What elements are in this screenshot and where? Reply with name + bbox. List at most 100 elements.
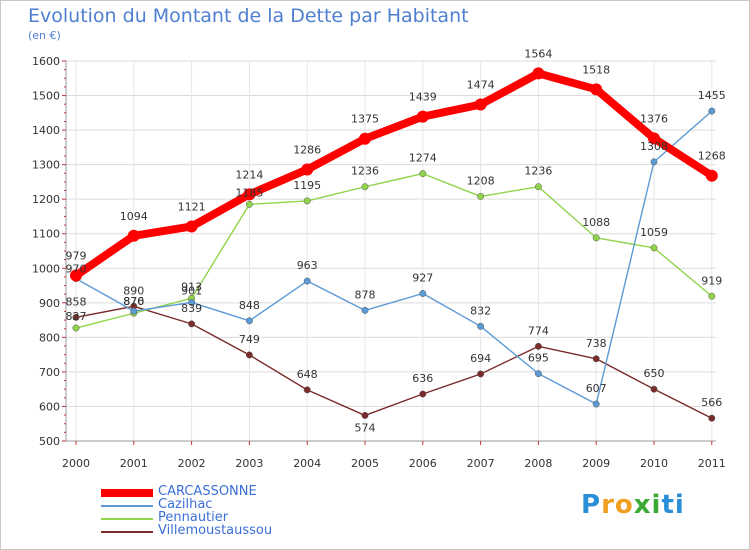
data-point <box>245 351 253 359</box>
data-label: 970 <box>66 263 87 276</box>
data-label: 832 <box>470 304 491 317</box>
data-point <box>534 342 542 350</box>
data-label: 574 <box>355 421 376 434</box>
y-tick-label: 700 <box>39 366 60 379</box>
data-label: 963 <box>297 259 318 272</box>
y-tick-label: 1100 <box>32 228 60 241</box>
data-point <box>185 220 198 233</box>
data-point <box>650 385 658 393</box>
data-label: 890 <box>123 284 144 297</box>
data-label: 650 <box>644 367 665 380</box>
data-label: 1236 <box>351 165 379 178</box>
data-point <box>708 107 716 115</box>
x-tick-label: 2003 <box>235 457 263 470</box>
x-tick-label: 2009 <box>582 457 610 470</box>
x-tick-label: 2001 <box>120 457 148 470</box>
data-label: 839 <box>181 302 202 315</box>
legend: CARCASSONNE Cazilhac Pennautier Villemousta… <box>101 484 341 538</box>
data-point <box>708 414 716 422</box>
data-point <box>534 183 542 191</box>
data-label: 749 <box>239 333 260 346</box>
data-label: 878 <box>355 288 376 301</box>
legend-item-cazilhac: Cazilhac <box>101 497 341 512</box>
data-label: 979 <box>66 250 87 263</box>
data-point <box>245 317 253 325</box>
data-label: 1268 <box>698 150 726 163</box>
data-point <box>243 188 256 201</box>
data-point <box>477 192 485 200</box>
x-tick-label: 2011 <box>698 457 726 470</box>
legend-swatch <box>101 517 153 520</box>
y-tick-label: 500 <box>39 435 60 448</box>
data-point <box>532 67 545 80</box>
data-point <box>705 169 718 182</box>
series-line-cazilhac <box>75 110 713 405</box>
proxiti-logo: Proxiti <box>581 490 685 520</box>
logo-letter: t <box>661 490 675 520</box>
data-point <box>474 98 487 111</box>
data-label: 1474 <box>467 79 495 92</box>
data-label: 848 <box>239 299 260 312</box>
data-point <box>72 324 80 332</box>
data-point <box>130 307 138 315</box>
logo-letter: x <box>633 490 652 520</box>
data-label: 774 <box>528 324 549 337</box>
chart-title: Evolution du Montant de la Dette par Hab… <box>28 5 469 27</box>
x-tick-label: 2008 <box>524 457 552 470</box>
data-label: 1286 <box>293 143 321 156</box>
data-point <box>534 370 542 378</box>
data-label: 1308 <box>640 140 668 153</box>
x-tick-label: 2002 <box>178 457 206 470</box>
data-point <box>359 132 371 145</box>
data-label: 648 <box>297 368 318 381</box>
y-tick-label: 800 <box>39 331 60 344</box>
x-tick-label: 2006 <box>409 457 437 470</box>
y-tick-label: 900 <box>39 297 60 310</box>
data-point <box>127 229 140 242</box>
logo-letter: P <box>581 490 602 520</box>
logo-letter: i <box>651 490 662 520</box>
data-label: 1208 <box>467 174 495 187</box>
plot-area <box>66 61 716 441</box>
data-point <box>592 234 600 242</box>
data-label: 1088 <box>582 216 610 229</box>
y-tick-label: 1500 <box>32 90 60 103</box>
data-point <box>592 355 600 363</box>
data-label: 913 <box>181 280 202 293</box>
data-point <box>361 411 369 419</box>
legend-swatch <box>101 488 153 497</box>
data-label: 1564 <box>524 47 552 60</box>
series-line-carcassonne <box>72 69 716 280</box>
data-point <box>303 386 311 394</box>
data-label: 1236 <box>524 165 552 178</box>
data-point <box>648 132 660 145</box>
data-label: 694 <box>470 352 491 365</box>
data-point <box>303 277 311 285</box>
data-label: 1195 <box>293 179 321 192</box>
data-label: 695 <box>528 352 549 365</box>
series-line-pennautier <box>75 172 713 329</box>
data-label: 636 <box>412 372 433 385</box>
data-label: 1455 <box>698 89 726 102</box>
x-tick-label: 2000 <box>62 457 90 470</box>
data-label: 1439 <box>409 91 437 104</box>
data-label: 1214 <box>235 168 263 181</box>
data-point <box>70 269 82 282</box>
data-point <box>416 110 429 123</box>
legend-item-carcassonne: CARCASSONNE <box>101 484 341 499</box>
data-label: 1274 <box>409 152 437 165</box>
x-tick-label: 2010 <box>640 457 668 470</box>
data-label: 919 <box>701 274 722 287</box>
data-point <box>419 290 427 297</box>
x-tick-label: 2007 <box>467 457 495 470</box>
logo-letter: o <box>614 490 634 520</box>
legend-item-villemoustaussou: Villemoustaussou <box>101 523 341 538</box>
y-tick-label: 1300 <box>32 159 60 172</box>
data-label: 1375 <box>351 113 379 126</box>
data-label: 827 <box>66 310 87 323</box>
data-point <box>188 299 196 306</box>
legend-label: Villemoustaussou <box>158 523 273 538</box>
data-point <box>650 158 658 166</box>
